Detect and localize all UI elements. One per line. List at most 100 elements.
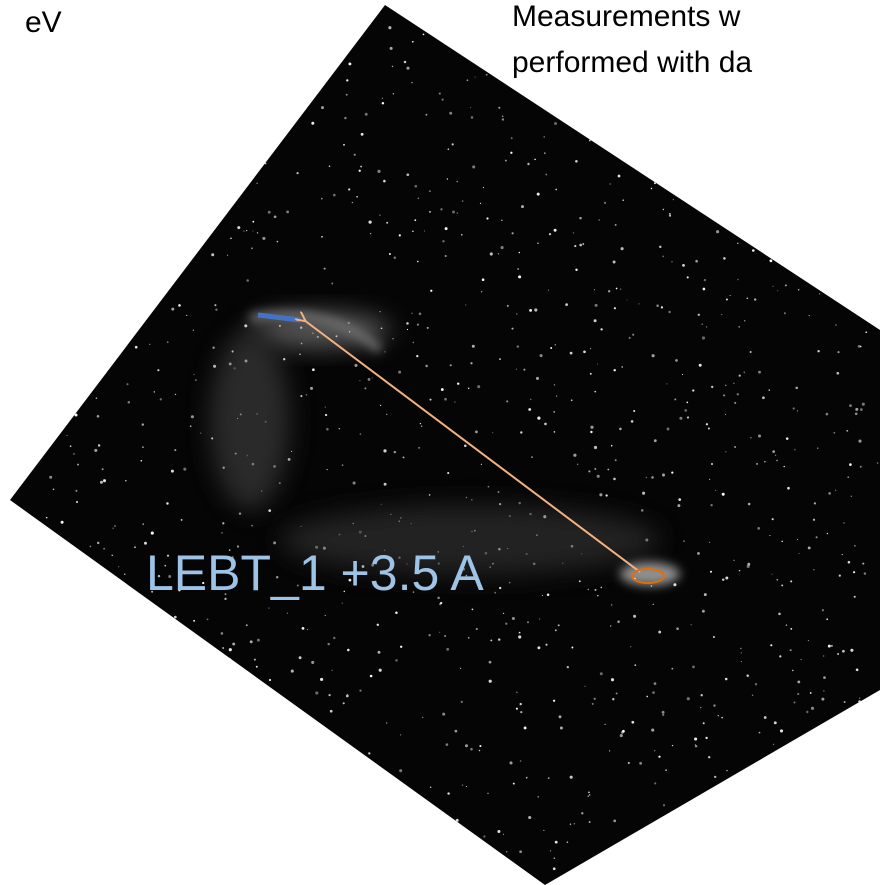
noise-dot — [211, 253, 214, 256]
noise-dot — [673, 199, 674, 200]
noise-dot — [462, 784, 463, 785]
noise-dot — [841, 803, 843, 805]
noise-dot — [135, 810, 136, 811]
noise-dot — [860, 408, 863, 411]
noise-dot — [1, 594, 3, 596]
noise-dot — [772, 574, 773, 575]
noise-dot — [379, 214, 380, 215]
noise-dot — [160, 398, 162, 400]
noise-dot — [858, 345, 861, 348]
noise-dot — [852, 134, 855, 137]
noise-dot — [444, 635, 446, 637]
noise-dot — [739, 868, 741, 870]
noise-dot — [162, 840, 165, 843]
noise-dot — [622, 730, 625, 733]
noise-dot — [113, 779, 114, 780]
noise-dot — [359, 689, 361, 691]
noise-dot — [86, 118, 88, 120]
noise-dot — [758, 434, 761, 437]
noise-dot — [468, 637, 469, 638]
noise-dot — [427, 327, 429, 329]
noise-dot — [146, 5, 149, 8]
noise-dot — [368, 378, 371, 381]
noise-dot — [611, 445, 613, 447]
noise-dot — [575, 269, 577, 271]
noise-dot — [100, 481, 103, 484]
noise-dot — [97, 542, 100, 545]
noise-dot — [152, 674, 154, 676]
noise-dot — [613, 820, 616, 823]
noise-dot — [104, 134, 107, 137]
noise-dot — [104, 480, 105, 481]
noise-dot — [507, 305, 509, 307]
noise-dot — [817, 350, 819, 352]
noise-dot — [115, 633, 118, 636]
noise-dot — [473, 854, 476, 857]
noise-dot — [631, 420, 634, 423]
noise-dot — [288, 37, 290, 39]
noise-dot — [678, 498, 681, 501]
noise-dot — [737, 393, 739, 395]
noise-dot — [801, 659, 802, 660]
noise-dot — [840, 299, 843, 302]
noise-dot — [763, 791, 764, 792]
noise-dot — [571, 647, 573, 649]
noise-dot — [67, 705, 69, 707]
noise-dot — [519, 850, 522, 853]
noise-dot — [527, 163, 529, 165]
noise-dot — [18, 101, 19, 102]
noise-dot — [849, 463, 852, 466]
noise-dot — [838, 872, 840, 874]
noise-dot — [441, 388, 444, 391]
noise-dot — [797, 539, 798, 540]
noise-dot — [288, 458, 291, 461]
noise-dot — [646, 696, 648, 698]
noise-dot — [256, 183, 257, 184]
image-background — [0, 0, 880, 885]
noise-dot — [360, 166, 362, 168]
noise-dot — [776, 850, 778, 852]
noise-dot — [713, 704, 715, 706]
noise-dot — [207, 619, 209, 621]
noise-dot — [21, 275, 23, 277]
noise-dot — [594, 446, 597, 449]
noise-dot — [88, 146, 91, 149]
noise-dot — [537, 646, 540, 649]
noise-dot — [165, 55, 167, 57]
noise-dot — [843, 64, 846, 67]
noise-dot — [156, 250, 158, 252]
noise-dot — [175, 394, 176, 395]
noise-dot — [554, 431, 556, 433]
noise-dot — [51, 2, 53, 4]
noise-dot — [590, 426, 593, 429]
noise-dot — [594, 589, 596, 591]
noise-dot — [744, 320, 746, 322]
noise-dot — [74, 118, 77, 121]
noise-dot — [462, 200, 464, 202]
noise-dot — [27, 631, 30, 634]
noise-dot — [554, 122, 557, 125]
noise-dot — [80, 834, 81, 835]
noise-dot — [182, 696, 185, 699]
noise-dot — [652, 853, 654, 855]
noise-dot — [687, 697, 690, 700]
noise-dot — [177, 852, 179, 854]
noise-dot — [755, 683, 757, 685]
noise-dot — [553, 700, 555, 702]
noise-dot — [698, 314, 700, 316]
noise-dot — [861, 44, 863, 46]
noise-dot — [53, 539, 55, 541]
noise-dot — [621, 247, 624, 250]
noise-dot — [856, 113, 858, 115]
noise-dot — [109, 674, 111, 676]
noise-dot — [665, 769, 667, 771]
noise-dot — [289, 787, 290, 788]
noise-dot — [229, 658, 231, 660]
noise-dot — [121, 742, 124, 745]
noise-dot — [323, 852, 325, 854]
noise-dot — [325, 615, 326, 616]
noise-dot — [654, 439, 657, 442]
noise-dot — [411, 313, 412, 314]
noise-dot — [9, 191, 11, 193]
noise-dot — [810, 692, 812, 694]
